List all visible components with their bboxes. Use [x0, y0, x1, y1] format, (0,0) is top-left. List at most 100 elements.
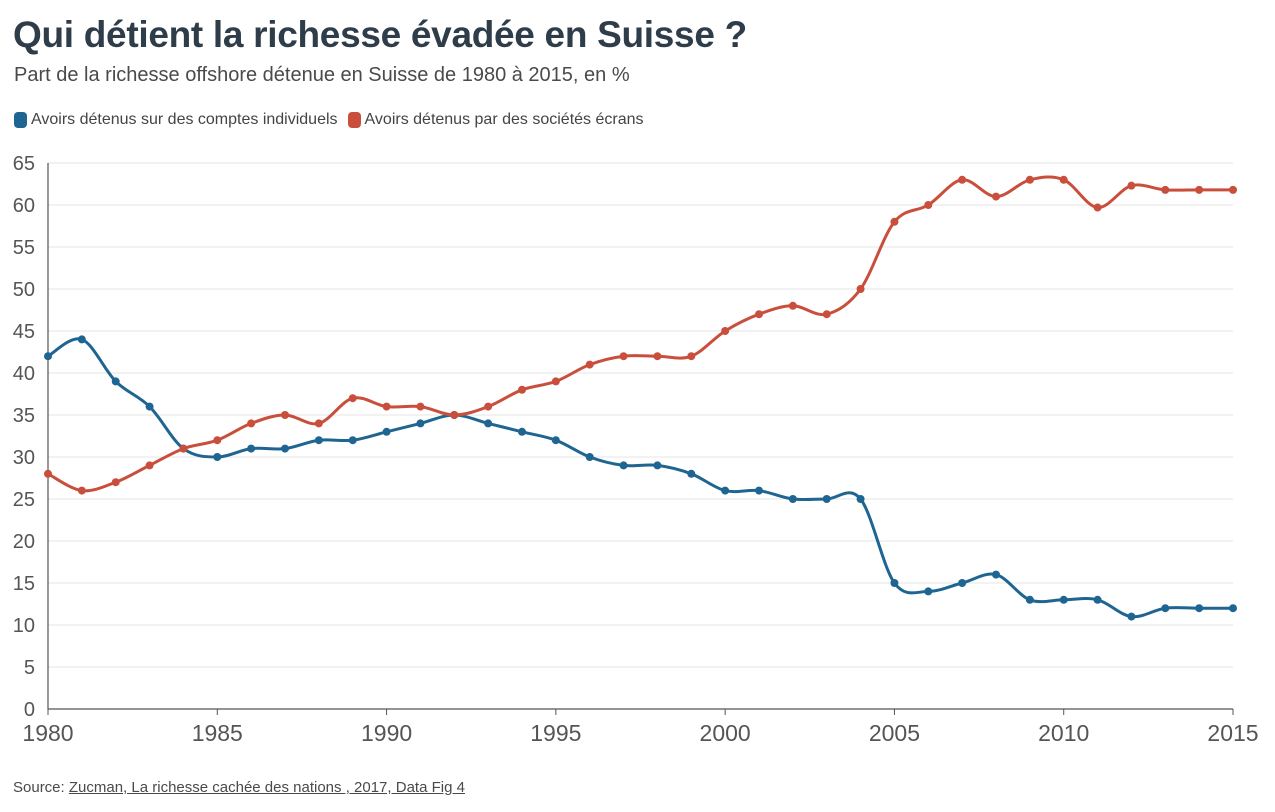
data-point-series-1 [822, 495, 831, 503]
legend-label: Avoirs détenus sur des comptes individue… [31, 111, 338, 128]
data-point-series-2 [111, 478, 120, 487]
y-tick-label: 30 [13, 447, 35, 469]
data-point-series-1 [44, 352, 52, 361]
y-tick-label: 65 [13, 153, 35, 175]
data-point-series-1 [1195, 604, 1204, 613]
x-tick-label: 1990 [361, 720, 412, 746]
legend-swatch-red [347, 112, 361, 128]
y-tick-label: 35 [13, 405, 35, 427]
data-point-series-2 [958, 175, 967, 184]
data-point-series-2 [44, 469, 52, 478]
data-point-series-2 [281, 411, 289, 419]
y-tick-label: 10 [13, 615, 35, 637]
source-prefix: Source: [13, 779, 69, 796]
data-point-series-2 [213, 436, 222, 445]
data-point-series-2 [992, 192, 1000, 201]
y-tick-label: 25 [13, 489, 35, 511]
data-point-series-1 [551, 436, 560, 445]
legend-item-shell-companies[interactable]: Avoirs détenus par des sociétés écrans [347, 111, 644, 129]
data-point-series-2 [382, 402, 391, 411]
data-point-series-2 [822, 310, 831, 319]
data-point-series-1 [890, 579, 899, 587]
data-point-series-2 [924, 201, 933, 209]
data-point-series-1 [416, 419, 425, 428]
data-point-series-1 [721, 486, 730, 495]
data-point-series-1 [1127, 612, 1136, 621]
x-tick-label: 1985 [192, 720, 243, 746]
data-point-series-2 [687, 352, 696, 361]
legend-item-individual-accounts[interactable]: Avoirs détenus sur des comptes individue… [14, 111, 338, 129]
series-line-2 [46, 175, 1235, 493]
data-point-series-2 [1025, 175, 1034, 184]
y-tick-label: 60 [13, 195, 35, 217]
data-point-series-1 [755, 486, 763, 495]
data-point-series-2 [518, 385, 526, 394]
data-point-series-2 [1195, 185, 1204, 194]
data-point-series-1 [856, 495, 865, 503]
data-point-series-2 [721, 327, 730, 335]
source-note: Source: Zucman, La richesse cachée des n… [13, 779, 465, 796]
data-point-series-1 [958, 579, 967, 587]
y-tick-label: 45 [13, 321, 35, 343]
x-tick-label: 2005 [869, 720, 920, 746]
data-point-series-1 [687, 469, 696, 478]
data-point-series-1 [788, 495, 797, 503]
data-point-series-1 [145, 402, 154, 411]
y-tick-label: 15 [13, 573, 35, 595]
data-point-series-2 [450, 411, 459, 419]
data-point-series-2 [314, 419, 323, 428]
x-tick-label: 2000 [700, 720, 751, 746]
data-point-series-2 [484, 402, 493, 411]
x-tick-label: 1980 [22, 720, 73, 746]
data-point-series-2 [619, 352, 628, 361]
y-tick-label: 40 [13, 363, 35, 385]
data-point-series-1 [1161, 604, 1170, 613]
data-point-series-1 [1093, 595, 1102, 604]
data-point-series-2 [247, 419, 256, 428]
data-point-series-1 [619, 461, 628, 470]
data-point-series-2 [1229, 185, 1237, 194]
chart-title: Qui détient la richesse évadée en Suisse… [13, 14, 747, 55]
data-point-series-1 [484, 419, 493, 428]
data-point-series-1 [314, 436, 323, 445]
legend-swatch-blue [14, 112, 27, 128]
data-point-series-1 [348, 436, 357, 445]
data-point-series-1 [1229, 604, 1237, 613]
data-point-series-2 [77, 486, 86, 495]
data-point-series-2 [653, 352, 662, 361]
data-point-series-2 [1127, 181, 1136, 190]
y-tick-label: 55 [13, 237, 35, 259]
data-point-series-2 [1093, 203, 1102, 212]
data-point-series-1 [382, 427, 391, 436]
data-point-series-1 [992, 570, 1000, 579]
x-tick-label: 2015 [1207, 720, 1258, 746]
data-point-series-1 [653, 461, 662, 470]
source-link[interactable]: Zucman, La richesse cachée des nations ,… [68, 779, 465, 796]
data-point-series-1 [247, 444, 256, 453]
data-point-series-1 [585, 453, 594, 461]
x-tick-label: 1995 [530, 720, 581, 746]
data-point-series-2 [585, 360, 594, 369]
data-point-series-1 [1059, 595, 1068, 604]
data-point-series-2 [890, 217, 899, 226]
data-point-series-2 [179, 444, 188, 453]
y-tick-label: 20 [13, 531, 35, 553]
data-point-series-2 [348, 394, 357, 403]
legend-label: Avoirs détenus par des sociétés écrans [364, 111, 644, 128]
data-point-series-2 [788, 301, 797, 310]
data-point-series-2 [856, 285, 865, 293]
data-point-series-1 [518, 427, 526, 436]
chart-subtitle: Part de la richesse offshore détenue en … [14, 64, 630, 86]
data-point-series-1 [111, 377, 120, 386]
data-point-series-1 [924, 587, 933, 596]
data-point-series-2 [1161, 185, 1170, 194]
data-point-series-1 [1025, 595, 1034, 604]
y-tick-label: 0 [24, 699, 35, 721]
data-point-series-2 [551, 377, 560, 386]
data-point-series-2 [1059, 175, 1068, 184]
legend: Avoirs détenus sur des comptes individue… [14, 111, 644, 129]
y-tick-label: 50 [13, 279, 35, 301]
series-line-1 [46, 337, 1235, 619]
data-point-series-1 [77, 335, 86, 344]
